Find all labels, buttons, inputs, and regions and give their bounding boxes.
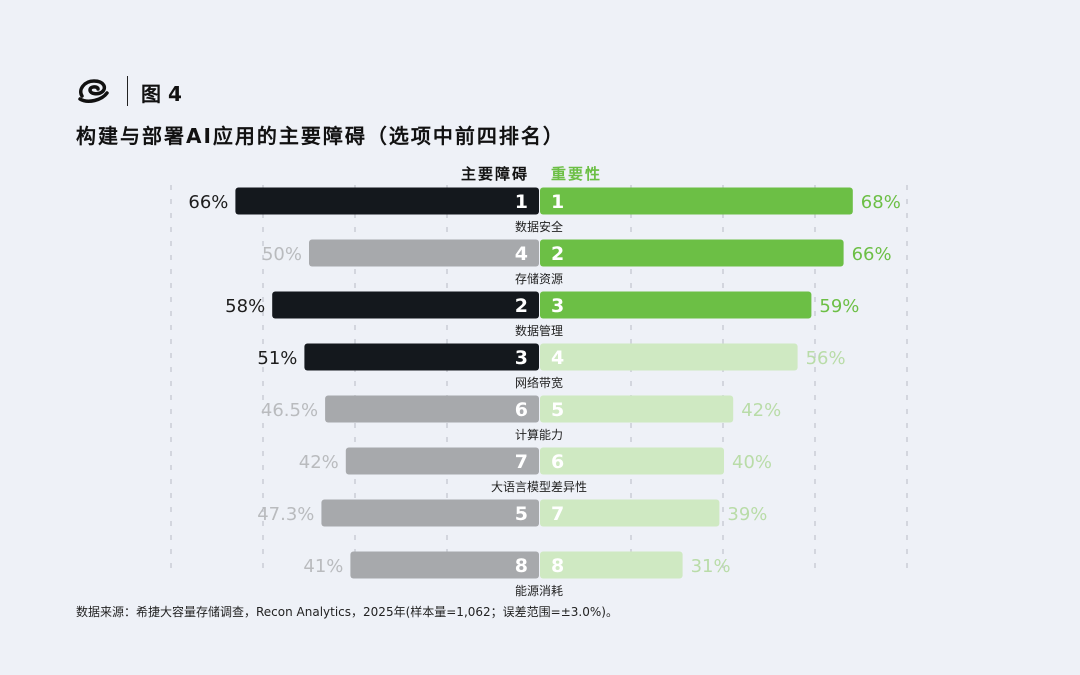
right-value-label: 68%	[861, 192, 901, 213]
right-bar	[540, 395, 734, 423]
right-rank: 7	[551, 503, 564, 525]
left-bar	[235, 187, 539, 215]
left-rank: 6	[515, 399, 528, 421]
right-value-label: 66%	[852, 244, 892, 265]
left-bar	[304, 343, 539, 371]
left-rank: 2	[515, 295, 528, 317]
left-rank: 1	[515, 191, 528, 213]
left-value-label: 51%	[257, 348, 297, 369]
left-series-header: 主要障碍	[460, 165, 529, 183]
seagate-logo-icon	[78, 79, 109, 103]
right-rank: 2	[551, 243, 564, 265]
right-bar	[540, 291, 812, 319]
category-label: 数据管理	[515, 323, 563, 338]
chart-title: 构建与部署AI应用的主要障碍（选项中前四排名）	[76, 124, 565, 148]
left-bar	[272, 291, 539, 319]
left-value-label: 47.3%	[257, 504, 314, 525]
left-bar	[350, 551, 539, 579]
right-bar	[540, 239, 844, 267]
left-value-label: 42%	[299, 452, 339, 473]
right-value-label: 42%	[741, 400, 781, 421]
left-bar	[321, 499, 539, 527]
divider	[127, 76, 128, 106]
right-value-label: 56%	[806, 348, 846, 369]
right-series-header: 重要性	[551, 165, 603, 183]
category-label: 网络带宽	[515, 375, 563, 390]
figure-label: 图 4	[141, 82, 182, 106]
right-value-label: 59%	[819, 296, 859, 317]
right-rank: 3	[551, 295, 564, 317]
left-rank: 7	[515, 451, 528, 473]
right-rank: 6	[551, 451, 564, 473]
right-bar	[540, 499, 720, 527]
left-value-label: 50%	[262, 244, 302, 265]
left-value-label: 46.5%	[261, 400, 318, 421]
right-rank: 1	[551, 191, 564, 213]
category-label: 能源消耗	[515, 584, 563, 598]
left-rank: 8	[515, 555, 528, 577]
right-rank: 4	[551, 347, 564, 369]
left-rank: 3	[515, 347, 528, 369]
source-note: 数据来源：希捷大容量存储调查，Recon Analytics，2025年(样本量…	[76, 605, 618, 619]
category-label: 数据安全	[515, 219, 563, 234]
left-rank: 4	[515, 243, 528, 265]
right-rank: 8	[551, 555, 564, 577]
left-rank: 5	[515, 503, 528, 525]
category-label: 计算能力	[515, 427, 563, 442]
left-bar	[309, 239, 539, 267]
left-value-label: 66%	[188, 192, 228, 213]
right-rank: 5	[551, 399, 564, 421]
right-value-label: 39%	[727, 504, 767, 525]
left-bar	[325, 395, 539, 423]
category-label: 大语言模型差异性	[491, 480, 587, 494]
right-bar	[540, 343, 798, 371]
category-label: 存储资源	[515, 271, 563, 286]
left-value-label: 58%	[225, 296, 265, 317]
left-value-label: 41%	[303, 556, 343, 577]
left-bar	[345, 447, 539, 475]
right-bar	[540, 551, 683, 579]
right-bar	[540, 187, 853, 215]
right-value-label: 40%	[732, 452, 772, 473]
right-value-label: 31%	[691, 556, 731, 577]
right-bar	[540, 447, 724, 475]
